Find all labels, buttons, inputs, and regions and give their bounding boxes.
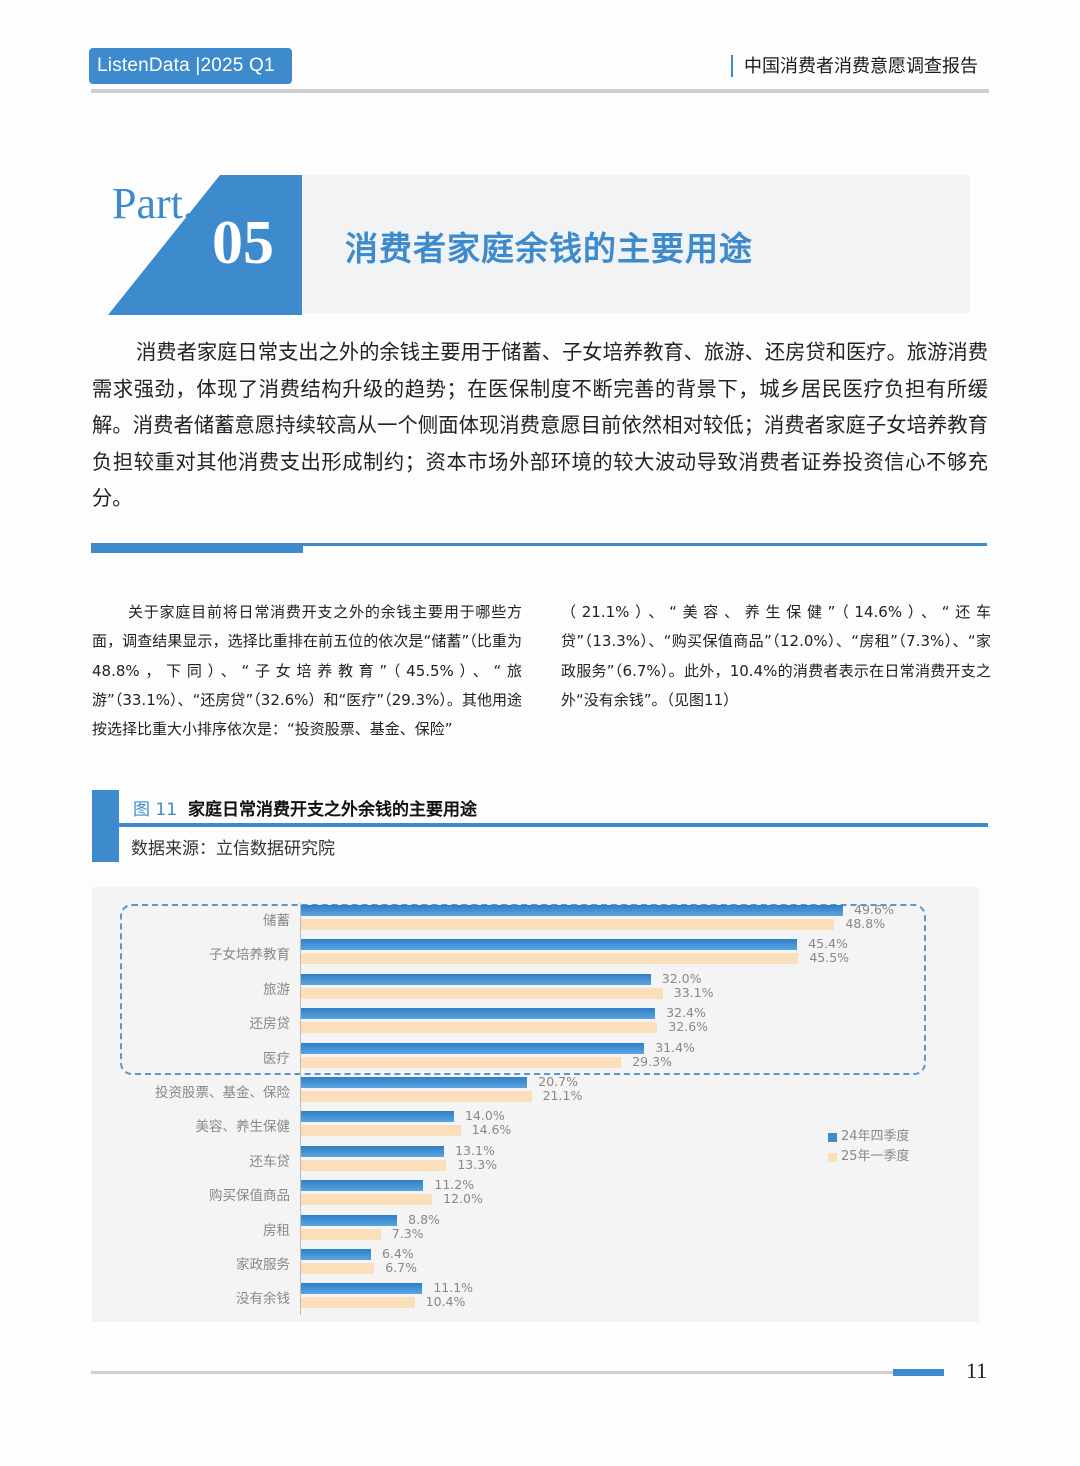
section-title: 消费者家庭余钱的主要用途 [345, 229, 753, 268]
value-label: 32.6% [668, 1019, 709, 1035]
part-number: 05 [212, 209, 274, 277]
value-label: 45.4% [808, 936, 848, 952]
value-label: 6.4% [381, 1246, 414, 1261]
bar-q1 [301, 1263, 375, 1274]
bar-q1 [301, 1056, 622, 1068]
figure-title: 家庭日常消费开支之外余钱的主要用途 [188, 800, 477, 820]
section-banner [300, 175, 970, 313]
value-label: 8.8% [408, 1211, 440, 1227]
bar-q4 [301, 905, 844, 916]
section-triangle-graphic [108, 175, 302, 315]
bar-chart: 24年四季度 25年一季度 储蓄 49.6% 48.8% 子女培养教育 45.4% 45.… [92, 887, 979, 1322]
value-label: 48.8% [845, 916, 886, 931]
bar-q1 [301, 919, 835, 930]
category-label: 房租 [263, 1222, 290, 1239]
bar-q1 [301, 1297, 415, 1309]
body-column-left: 关于家庭目前将日常消费开支之外的余钱主要用于哪些方面，调查结果显示，选择比重排在… [92, 603, 522, 739]
figure-number: 图 11 [133, 800, 178, 820]
bar-q1 [301, 1159, 447, 1171]
intro-paragraph: 消费者家庭日常支出之外的余钱主要用于储蓄、子女培养教育、旅游、还房贷和医疗。旅游… [92, 340, 988, 510]
bar-q4 [301, 1145, 445, 1157]
figure-rule [119, 823, 988, 827]
value-label: 10.4% [425, 1294, 466, 1310]
value-label: 6.7% [385, 1260, 417, 1275]
bar-q4 [301, 1077, 528, 1088]
divider-line [303, 543, 987, 546]
legend-label: 25年一季度 [841, 1149, 910, 1164]
category-label: 还房贷 [249, 1016, 291, 1033]
divider-accent [91, 543, 303, 553]
header-rule [91, 89, 989, 93]
chart-axis [300, 903, 301, 1315]
value-label: 29.3% [632, 1053, 672, 1069]
bar-q1 [301, 987, 663, 999]
figure-source: 数据来源：立信数据研究院 [131, 839, 335, 859]
category-label: 医疗 [263, 1050, 290, 1067]
legend-label: 24年四季度 [841, 1129, 910, 1144]
category-label: 旅游 [263, 981, 290, 998]
bar-q4 [301, 939, 798, 951]
category-label: 没有余钱 [236, 1291, 290, 1308]
value-label: 45.5% [809, 950, 850, 966]
bar-q1 [301, 1194, 433, 1206]
category-label: 家政服务 [236, 1257, 290, 1273]
value-label: 12.0% [443, 1191, 483, 1207]
footer-accent [893, 1369, 944, 1376]
value-label: 33.1% [673, 984, 714, 1000]
bar-q1 [301, 953, 799, 965]
value-label: 11.2% [434, 1177, 475, 1193]
category-label: 还车贷 [249, 1153, 291, 1170]
value-label: 21.1% [542, 1088, 583, 1103]
category-label: 子女培养教育 [209, 947, 290, 964]
bar-q4 [301, 1042, 645, 1054]
value-label: 32.4% [666, 1005, 706, 1021]
value-label: 14.0% [465, 1108, 505, 1124]
value-label: 49.6% [854, 902, 894, 917]
footer-rule [91, 1371, 893, 1374]
legend-swatch-blue [828, 1132, 837, 1142]
chart-legend: 24年四季度 25年一季度 [828, 1127, 910, 1167]
bar-q1 [301, 1125, 461, 1137]
legend-item-q4: 24年四季度 [828, 1127, 910, 1147]
category-label: 美容、养生保健 [195, 1119, 291, 1136]
bar-q4 [301, 1111, 455, 1123]
figure-accent-bar [92, 790, 119, 862]
bar-q1 [301, 1091, 532, 1102]
value-label: 13.3% [457, 1156, 498, 1172]
report-title: 中国消费者消费意愿调查报告 [744, 56, 978, 77]
value-label: 31.4% [655, 1039, 695, 1055]
category-label: 投资股票、基金、保险 [155, 1085, 290, 1101]
part-label: Part. [112, 179, 194, 228]
bar-q4 [301, 1249, 371, 1260]
bar-q4 [301, 973, 651, 985]
category-label: 购买保值商品 [209, 1188, 290, 1205]
value-label: 11.1% [433, 1280, 474, 1296]
value-label: 13.1% [455, 1142, 495, 1158]
brand-badge: ListenData |2025 Q1 [89, 48, 292, 84]
legend-item-q1: 25年一季度 [828, 1147, 910, 1167]
bar-q4 [301, 1214, 398, 1226]
header-separator [731, 55, 733, 77]
bar-q1 [301, 1022, 658, 1034]
value-label: 20.7% [538, 1074, 578, 1089]
bar-q4 [301, 1008, 656, 1020]
body-column-right: （21.1%）、“美容、养生保健”（14.6%）、“还车贷”（13.3%）、“购… [561, 603, 991, 709]
legend-swatch-orange [828, 1152, 837, 1162]
category-label: 储蓄 [263, 913, 290, 929]
value-label: 14.6% [471, 1122, 512, 1138]
bar-q1 [301, 1228, 381, 1240]
value-label: 32.0% [661, 970, 702, 986]
page-number: 11 [966, 1358, 988, 1383]
value-label: 7.3% [391, 1225, 424, 1241]
bar-q4 [301, 1283, 423, 1295]
bar-q4 [301, 1180, 424, 1192]
